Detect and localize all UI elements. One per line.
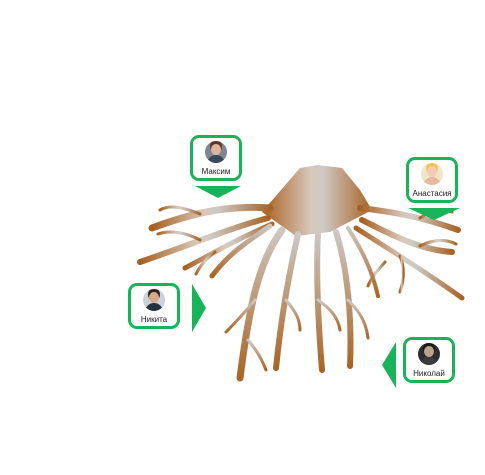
pointer-down-icon (408, 208, 460, 220)
root-right-1 (357, 205, 461, 233)
root-left-2a (156, 230, 202, 242)
pointer-down-icon (195, 186, 241, 198)
person-name: Максим (201, 167, 231, 176)
root-down-2 (273, 231, 301, 371)
root-right-2 (359, 217, 455, 255)
root-right-3 (353, 225, 465, 301)
avatar-head (427, 166, 437, 177)
root-right-3a (398, 254, 405, 294)
root-left-1a (158, 205, 202, 216)
avatar-head (424, 346, 434, 357)
avatar (421, 163, 443, 185)
root-left-3 (182, 221, 275, 271)
avatar-head (149, 292, 159, 303)
trunk-base (262, 165, 372, 236)
root-down-1a (224, 298, 257, 334)
person-card-nikita[interactable]: Никита (128, 283, 180, 329)
root-down-4 (333, 229, 354, 369)
root-down-6 (209, 223, 273, 279)
root-down-1 (236, 226, 286, 382)
root-down-1b (246, 338, 268, 372)
root-down-2a (284, 298, 302, 332)
avatar-body (423, 177, 441, 185)
avatar (418, 343, 440, 365)
root-down-5 (346, 226, 380, 298)
root-left-3a (194, 250, 217, 276)
root-left-2 (137, 215, 271, 265)
person-card-maksim[interactable]: Максим (190, 135, 242, 181)
root-right-3b (366, 260, 387, 288)
avatar-body (207, 155, 225, 163)
avatar-body (420, 357, 438, 365)
root-left-1 (148, 203, 274, 232)
pointer-right-icon (192, 284, 206, 332)
avatar (143, 289, 165, 311)
pointer-left-icon (382, 342, 396, 388)
person-name: Анастасия (412, 189, 452, 198)
root-down-4a (346, 298, 370, 340)
avatar-head (211, 144, 221, 155)
root-down-3a (316, 298, 342, 332)
person-name: Николай (413, 369, 445, 378)
person-card-nikolay[interactable]: Николай (403, 337, 455, 383)
avatar-body (145, 303, 163, 311)
avatar (205, 141, 227, 163)
root-down-3 (314, 231, 325, 373)
person-name: Никита (140, 315, 168, 324)
person-card-anastasia[interactable]: Анастасия (406, 157, 458, 203)
root-right-2a (418, 238, 458, 248)
